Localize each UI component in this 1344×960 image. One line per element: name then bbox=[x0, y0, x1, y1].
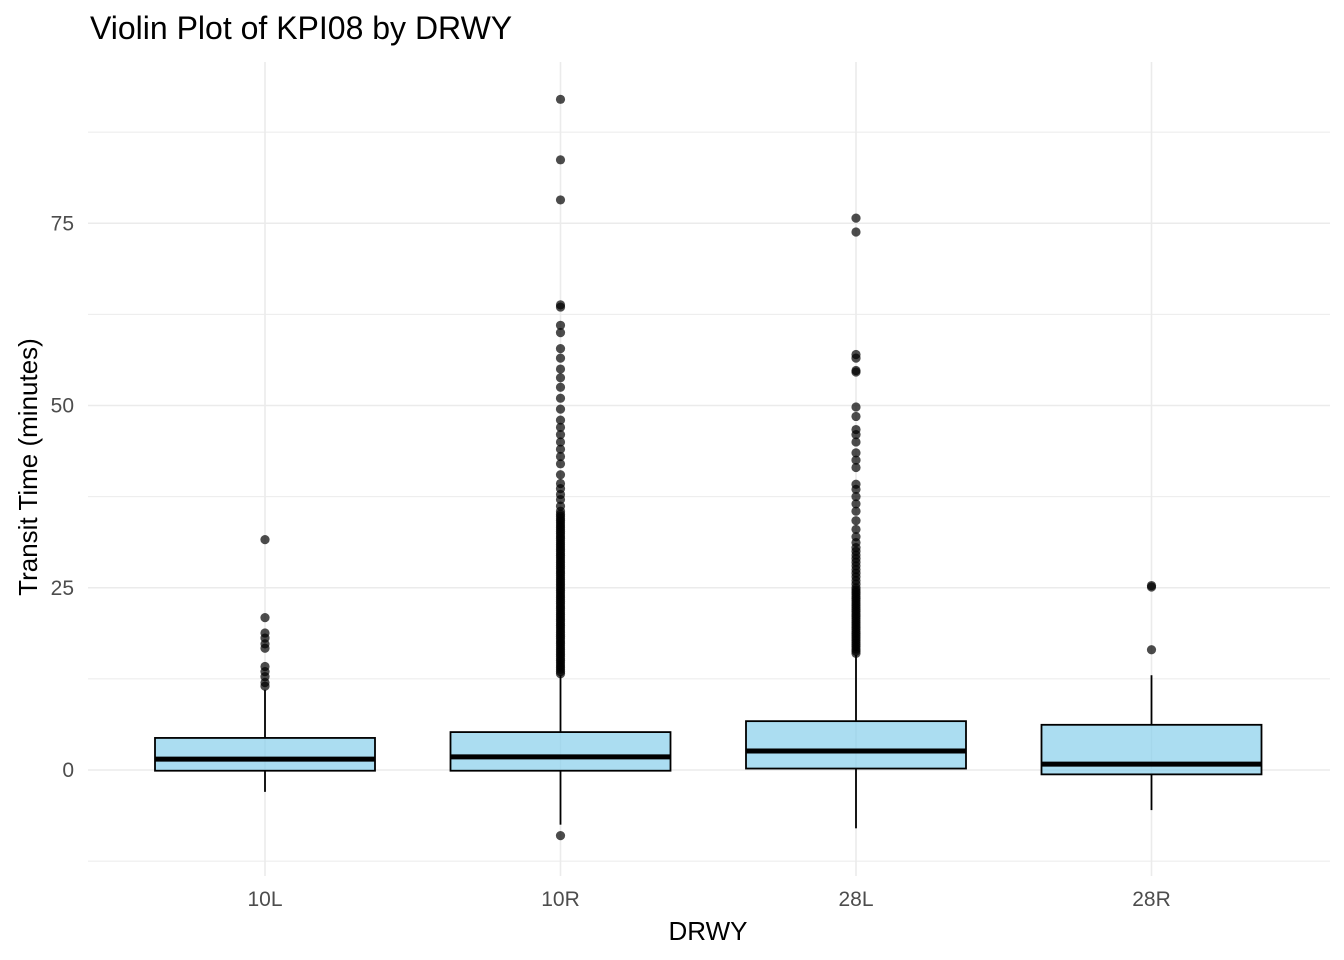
box-28R bbox=[1040, 675, 1263, 811]
outlier-point bbox=[555, 404, 566, 414]
box-body bbox=[449, 731, 672, 772]
box-10L bbox=[154, 689, 376, 792]
outlier-point bbox=[555, 459, 566, 469]
outlier-point bbox=[555, 155, 566, 165]
outlier-point bbox=[1146, 580, 1157, 591]
outlier-point bbox=[851, 227, 861, 237]
outlier-point bbox=[555, 393, 566, 403]
outlier-point bbox=[555, 470, 566, 480]
outlier-point bbox=[851, 506, 861, 516]
outlier-point bbox=[555, 353, 566, 363]
outlier-point bbox=[555, 300, 566, 310]
outlier-point bbox=[851, 365, 861, 376]
outlier-point bbox=[555, 478, 566, 489]
outlier-point bbox=[851, 516, 861, 526]
outlier-point bbox=[851, 424, 861, 435]
x-tick-label: 28R bbox=[1132, 888, 1171, 911]
outlier-point bbox=[555, 373, 566, 383]
outlier-point bbox=[851, 532, 861, 542]
outlier-point bbox=[851, 524, 861, 535]
outlier-point bbox=[555, 364, 566, 374]
box-28L bbox=[745, 654, 967, 829]
outlier-point bbox=[1146, 645, 1157, 655]
box-layer bbox=[154, 654, 1263, 829]
box-body bbox=[154, 737, 376, 772]
outlier-point bbox=[851, 349, 861, 360]
outlier-point bbox=[260, 535, 270, 545]
outlier-point bbox=[555, 430, 566, 440]
box-body bbox=[745, 720, 967, 770]
outlier-point bbox=[555, 831, 566, 841]
x-tick-label: 28L bbox=[838, 888, 873, 911]
outlier-point bbox=[851, 462, 861, 473]
chart-title: Violin Plot of KPI08 by DRWY bbox=[90, 10, 513, 46]
outlier-point bbox=[851, 499, 861, 509]
outlier-point bbox=[851, 492, 861, 502]
y-tick-label: 25 bbox=[51, 577, 74, 600]
outlier-point bbox=[260, 661, 270, 672]
outlier-point bbox=[555, 501, 566, 511]
outlier-point bbox=[851, 437, 861, 447]
y-tick-label: 75 bbox=[51, 212, 74, 235]
outlier-point bbox=[555, 422, 566, 432]
y-axis-title: Transit Time (minutes) bbox=[13, 338, 43, 596]
outlier-point bbox=[555, 344, 566, 354]
tick-layer: 0 25 50 75 10L 10R 28L 28R bbox=[51, 212, 1171, 911]
outlier-point bbox=[555, 94, 566, 104]
outlier-point bbox=[260, 613, 270, 623]
outlier-point bbox=[555, 444, 566, 454]
outlier-point bbox=[555, 451, 566, 462]
outlier-point bbox=[555, 415, 566, 425]
x-tick-label: 10R bbox=[541, 888, 580, 911]
outlier-point bbox=[851, 448, 861, 458]
outlier-point bbox=[851, 479, 861, 489]
outlier-point bbox=[555, 195, 566, 205]
outlier-point bbox=[260, 628, 270, 638]
x-axis-title: DRWY bbox=[669, 916, 748, 946]
outlier-point bbox=[555, 320, 566, 330]
outlier-point bbox=[851, 213, 861, 223]
outlier-layer bbox=[260, 94, 1157, 841]
outlier-point bbox=[555, 437, 566, 447]
outlier-point bbox=[851, 411, 861, 422]
outlier-point bbox=[851, 455, 861, 465]
box-10R bbox=[449, 675, 672, 825]
outlier-point bbox=[555, 382, 566, 392]
y-tick-label: 50 bbox=[51, 395, 74, 418]
outlier-point bbox=[851, 402, 861, 412]
x-tick-label: 10L bbox=[247, 888, 282, 911]
y-tick-label: 0 bbox=[62, 759, 74, 782]
outlier-point bbox=[555, 328, 566, 338]
box-body bbox=[1040, 723, 1263, 776]
